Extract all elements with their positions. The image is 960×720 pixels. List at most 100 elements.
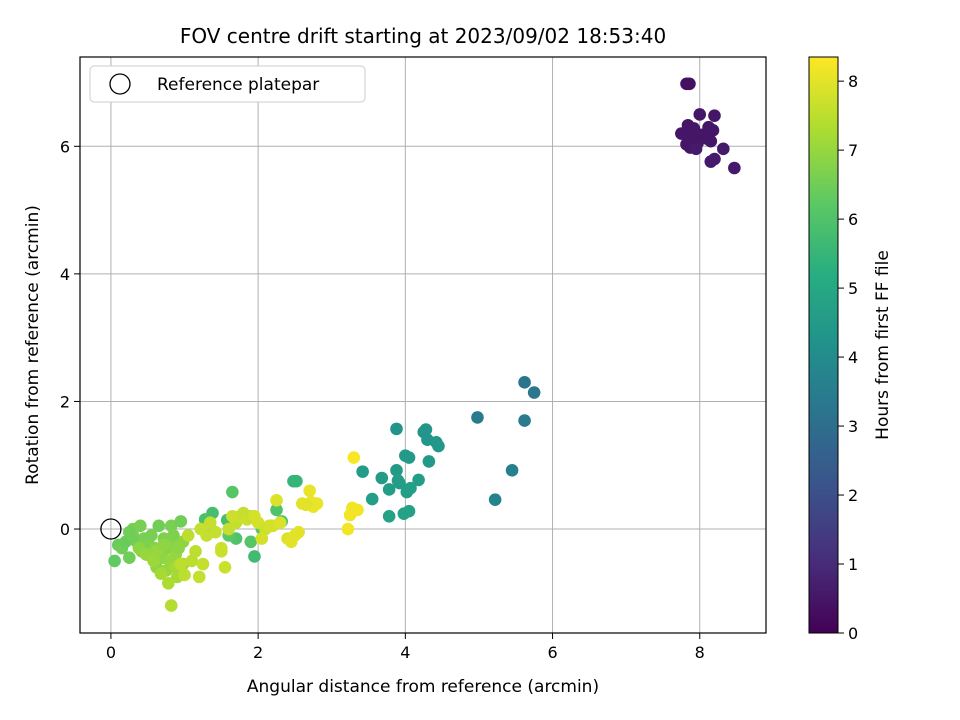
data-point xyxy=(412,473,425,487)
data-point xyxy=(422,455,436,468)
data-point xyxy=(226,509,239,523)
data-point xyxy=(123,551,136,565)
data-point xyxy=(248,550,261,563)
plot-frame xyxy=(79,56,767,634)
data-point xyxy=(209,525,222,539)
data-point xyxy=(162,576,175,590)
data-point xyxy=(248,509,261,523)
data-point xyxy=(518,414,531,427)
data-point xyxy=(488,493,502,506)
y-tick-label: 6 xyxy=(60,137,70,156)
data-point xyxy=(292,525,305,539)
colorbar-tick-label: 7 xyxy=(848,141,858,160)
data-point xyxy=(178,568,191,582)
data-point xyxy=(185,554,199,568)
colorbar-tick-label: 4 xyxy=(848,348,858,367)
data-point xyxy=(189,545,202,558)
data-point xyxy=(518,376,531,389)
data-point xyxy=(181,529,195,542)
data-point xyxy=(346,501,359,515)
data-point xyxy=(728,161,741,175)
colorbar-tick-label: 3 xyxy=(848,417,858,436)
x-tick-label: 2 xyxy=(253,643,263,662)
data-point xyxy=(505,464,519,477)
data-point xyxy=(218,560,232,574)
chart-title: FOV centre drift starting at 2023/09/02 … xyxy=(180,24,666,48)
colorbar-tick-label: 8 xyxy=(848,72,858,91)
reference-platepar-marker xyxy=(100,518,122,540)
colorbar-label: Hours from first FF file xyxy=(873,250,893,440)
data-point xyxy=(203,516,217,529)
colorbar-ticks: 0 1 2 3 4 5 6 7 8 xyxy=(838,72,858,643)
data-point xyxy=(704,134,718,148)
data-point xyxy=(341,522,355,536)
data-point xyxy=(123,525,136,539)
y-axis-label: Rotation from reference (arcmin) xyxy=(23,205,43,485)
reference-marker-layer xyxy=(100,518,122,540)
data-point xyxy=(215,541,228,555)
data-point xyxy=(152,519,166,533)
data-point xyxy=(693,108,707,121)
data-point xyxy=(683,77,696,91)
data-point xyxy=(196,557,210,571)
data-point xyxy=(164,599,178,612)
y-tick-label: 0 xyxy=(60,520,70,539)
x-tick-label: 4 xyxy=(400,643,410,662)
data-point xyxy=(303,484,316,498)
data-point xyxy=(397,507,411,521)
data-point xyxy=(174,515,188,528)
colorbar xyxy=(808,56,839,634)
legend: Reference platepar xyxy=(89,65,366,103)
data-point xyxy=(695,128,709,142)
data-point xyxy=(382,483,396,496)
data-point xyxy=(356,465,369,478)
data-point xyxy=(432,439,445,453)
data-point xyxy=(145,529,158,542)
data-point xyxy=(689,142,703,156)
colorbar-tick-label: 2 xyxy=(848,486,858,505)
data-point xyxy=(108,554,121,568)
data-point xyxy=(174,557,188,571)
y-tick-label: 2 xyxy=(60,392,70,411)
data-point xyxy=(255,532,269,545)
data-point xyxy=(704,155,718,168)
grid-lines xyxy=(80,57,766,633)
data-point xyxy=(167,529,180,542)
colorbar-tick-label: 0 xyxy=(848,624,858,643)
data-point xyxy=(717,142,730,156)
y-axis-ticks: 0 2 4 6 xyxy=(60,137,80,539)
colorbar-tick-label: 6 xyxy=(848,210,858,229)
data-point xyxy=(157,538,171,552)
data-point xyxy=(382,509,396,523)
data-point xyxy=(402,451,416,464)
data-point xyxy=(270,494,283,507)
y-tick-label: 4 xyxy=(60,265,70,284)
data-point xyxy=(365,492,379,506)
legend-entry-reference: Reference platepar xyxy=(157,75,319,95)
data-point xyxy=(390,464,403,477)
x-tick-label: 0 xyxy=(106,643,116,662)
colorbar-tick-label: 5 xyxy=(848,279,858,298)
data-point xyxy=(347,451,361,464)
x-axis-label: Angular distance from reference (arcmin) xyxy=(247,677,599,697)
data-point xyxy=(471,411,484,424)
legend-marker-reference xyxy=(109,73,131,95)
data-point xyxy=(192,570,206,584)
colorbar-tick-label: 1 xyxy=(848,555,858,574)
data-points xyxy=(108,77,741,612)
data-point xyxy=(299,498,313,512)
x-axis-ticks: 0 2 4 6 8 xyxy=(106,633,705,662)
data-point xyxy=(527,386,541,399)
x-tick-label: 8 xyxy=(695,643,705,662)
data-point xyxy=(375,471,389,485)
data-point xyxy=(708,109,721,122)
data-point xyxy=(419,423,433,436)
data-point xyxy=(400,485,414,499)
data-point xyxy=(393,476,406,490)
data-point xyxy=(273,516,287,529)
data-point xyxy=(226,485,239,499)
data-point xyxy=(390,422,403,436)
data-point xyxy=(164,519,178,533)
data-point xyxy=(244,535,258,549)
